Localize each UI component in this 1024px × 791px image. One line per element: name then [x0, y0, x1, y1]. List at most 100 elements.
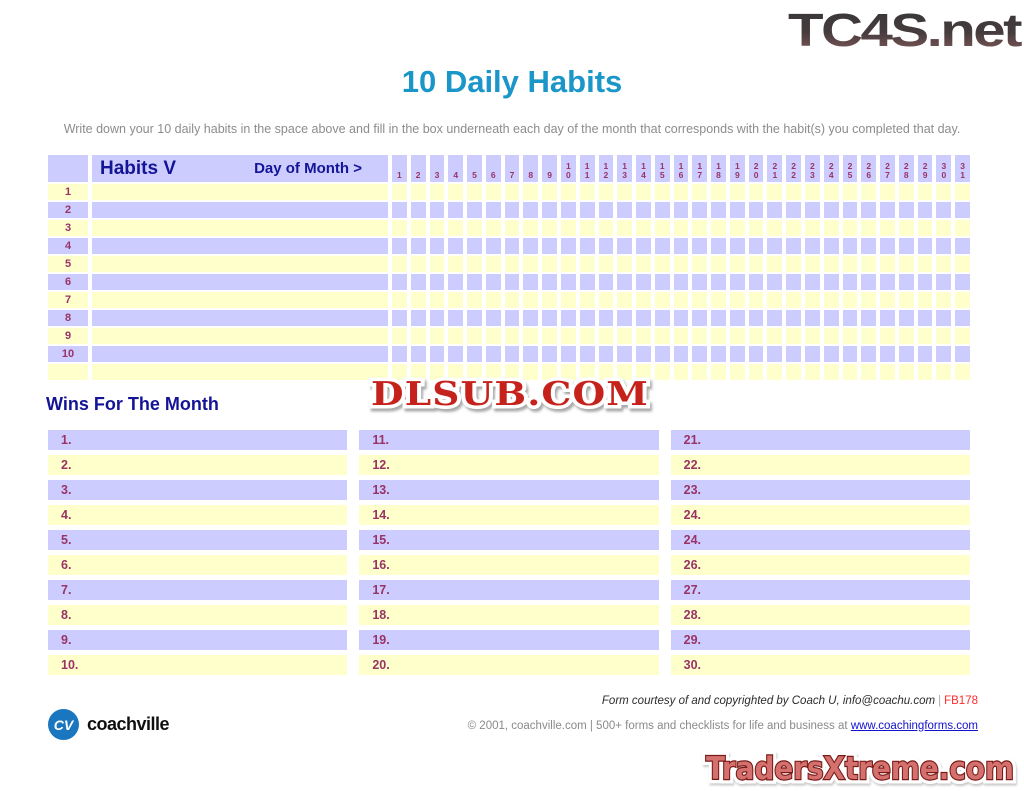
- habit-day-cell: [729, 202, 745, 218]
- habit-day-cell: [448, 220, 464, 236]
- day-header-cell: 2 4: [823, 155, 839, 182]
- habit-day-cell: [936, 238, 952, 254]
- habit-day-cell: [711, 238, 726, 254]
- habit-row-number: [48, 364, 88, 380]
- habit-day-cell: [936, 184, 952, 200]
- habit-day-cell: [636, 364, 651, 380]
- habit-day-cell: [523, 310, 539, 326]
- habit-day-cell: [636, 274, 651, 290]
- coachville-logo: CV coachville: [48, 709, 170, 740]
- habit-day-cell: [786, 220, 802, 236]
- habit-day-cell: [579, 202, 595, 218]
- day-header-cell: 1 2: [598, 155, 614, 182]
- habit-day-cell: [729, 238, 745, 254]
- habit-day-cell: [467, 364, 482, 380]
- habit-day-cell: [410, 310, 426, 326]
- habit-day-cell: [767, 238, 783, 254]
- habit-day-cell: [654, 238, 670, 254]
- wins-cell: 26.: [670, 555, 970, 575]
- habit-day-cell: [523, 202, 539, 218]
- habit-day-cell: [504, 310, 520, 326]
- habit-day-cell: [861, 256, 877, 272]
- habit-day-cell: [448, 310, 464, 326]
- habit-day-cell: [711, 310, 726, 326]
- wins-cell: 13.: [359, 480, 659, 500]
- wins-cell: 19.: [359, 630, 659, 650]
- habit-day-cell: [842, 274, 858, 290]
- habit-day-cell: [467, 184, 482, 200]
- habit-day-cell: [898, 310, 914, 326]
- habit-day-cell: [711, 184, 726, 200]
- habit-day-cell: [523, 346, 539, 362]
- day-header-cell: 2 5: [842, 155, 858, 182]
- coachville-logo-icon: CV: [48, 709, 79, 740]
- wins-cell: 2.: [48, 455, 348, 475]
- habit-day-cell: [861, 274, 877, 290]
- day-header-cell: 1 3: [617, 155, 633, 182]
- habit-day-cell: [654, 310, 670, 326]
- habit-day-cell: [823, 346, 839, 362]
- habit-day-cell: [617, 346, 633, 362]
- day-header-cell: 1 5: [654, 155, 670, 182]
- day-header-cell: 3 0: [936, 155, 952, 182]
- coachville-wordmark: coachville: [87, 714, 170, 734]
- wins-cell: 24.: [670, 505, 970, 525]
- habit-day-cell: [392, 256, 407, 272]
- habit-day-cell: [654, 220, 670, 236]
- habit-day-cell: [692, 184, 708, 200]
- habit-name-cell: [92, 292, 388, 308]
- habit-day-cell: [504, 202, 520, 218]
- habit-day-cell: [673, 292, 689, 308]
- habit-day-cell: [448, 364, 464, 380]
- habit-day-cell: [636, 238, 651, 254]
- habit-day-cell: [504, 256, 520, 272]
- habit-name-cell: [92, 328, 388, 344]
- wins-cell: 24.: [670, 530, 970, 550]
- day-header-cell: 2 1: [767, 155, 783, 182]
- habit-day-cell: [861, 292, 877, 308]
- habit-day-cell: [767, 292, 783, 308]
- habit-day-cell: [598, 328, 614, 344]
- habit-day-cell: [654, 202, 670, 218]
- habit-day-cell: [898, 364, 914, 380]
- habit-day-cell: [805, 256, 820, 272]
- habit-day-cell: [898, 184, 914, 200]
- habit-day-cell: [542, 238, 557, 254]
- coachingforms-link[interactable]: www.coachingforms.com: [850, 720, 978, 732]
- habit-day-cell: [654, 364, 670, 380]
- habit-day-cell: [467, 328, 482, 344]
- wins-cell: 16.: [359, 555, 659, 575]
- habit-row-number: 10: [48, 346, 88, 362]
- footer-copyright-line: © 2001, coachville.com | 500+ forms and …: [468, 720, 978, 732]
- habit-day-cell: [617, 238, 633, 254]
- habit-day-cell: [392, 274, 407, 290]
- habit-day-cell: [692, 238, 708, 254]
- habit-day-cell: [880, 184, 895, 200]
- dlsub-watermark-text: DLSUB.COM: [371, 374, 649, 413]
- wins-heading: Wins For The Month: [46, 394, 219, 414]
- wins-cell: 29.: [670, 630, 970, 650]
- habit-day-cell: [748, 256, 764, 272]
- habit-day-cell: [805, 202, 820, 218]
- habit-day-cell: [579, 328, 595, 344]
- wins-cell: 14.: [359, 505, 659, 525]
- habit-row-number: 4: [48, 238, 88, 254]
- habit-day-cell: [410, 328, 426, 344]
- habit-day-cell: [917, 184, 933, 200]
- habit-day-cell: [429, 256, 445, 272]
- day-header-cell: 3 1: [955, 155, 970, 182]
- habit-day-cell: [692, 310, 708, 326]
- habit-day-cell: [485, 256, 501, 272]
- habit-day-cell: [448, 184, 464, 200]
- habit-day-cell: [485, 364, 501, 380]
- habit-day-cell: [898, 202, 914, 218]
- habit-day-cell: [842, 328, 858, 344]
- habit-day-cell: [823, 328, 839, 344]
- habit-day-cell: [842, 346, 858, 362]
- habit-day-cell: [673, 238, 689, 254]
- day-header-cell: 1 0: [560, 155, 576, 182]
- habit-day-cell: [880, 292, 895, 308]
- habit-day-cell: [542, 346, 557, 362]
- habit-day-cell: [617, 328, 633, 344]
- habit-name-cell: [92, 310, 388, 326]
